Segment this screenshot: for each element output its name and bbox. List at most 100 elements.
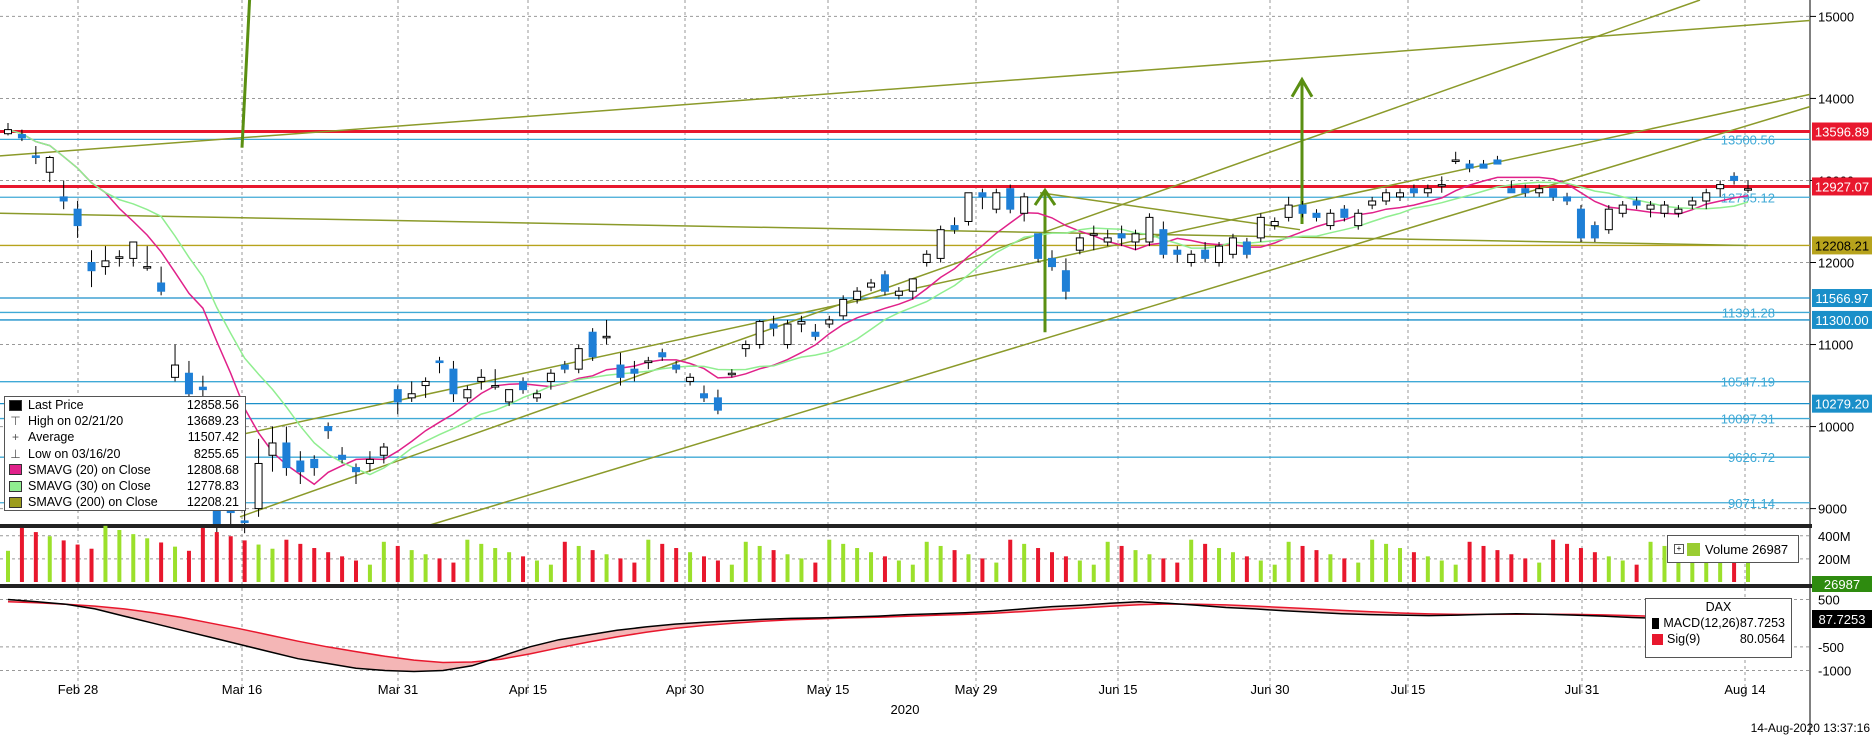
candle bbox=[1228, 237, 1237, 255]
volume-bar bbox=[674, 548, 679, 582]
volume-bar bbox=[1133, 550, 1138, 582]
level-badge bbox=[1812, 177, 1872, 196]
volume-bar bbox=[1328, 554, 1333, 582]
volume-bar bbox=[284, 539, 289, 582]
volume-bar bbox=[548, 564, 553, 582]
volume-bar bbox=[938, 545, 943, 582]
candle bbox=[811, 331, 820, 337]
candle bbox=[143, 266, 152, 269]
volume-bar bbox=[242, 540, 247, 582]
volume-bar bbox=[1300, 545, 1305, 582]
legend-value: 13689.23 bbox=[186, 414, 239, 429]
level-badge-label: 11300.00 bbox=[1815, 313, 1868, 328]
volume-bar bbox=[715, 560, 720, 582]
volume-bar bbox=[1161, 558, 1166, 582]
candle bbox=[1618, 204, 1627, 214]
volume-bar bbox=[145, 538, 150, 582]
volume-bar bbox=[1008, 539, 1013, 582]
y-tick-label: 14000 bbox=[1818, 91, 1854, 106]
macd-value: 87.7253 bbox=[1739, 616, 1785, 630]
volume-bar bbox=[1718, 562, 1723, 582]
level-badge-label: 10279.20 bbox=[1815, 397, 1869, 412]
volume-bar bbox=[1606, 556, 1611, 582]
volume-bar bbox=[660, 543, 665, 582]
candle bbox=[1507, 188, 1516, 194]
candle bbox=[505, 389, 514, 403]
legend-value: 11507.42 bbox=[187, 430, 239, 445]
volume-bar bbox=[451, 562, 456, 582]
macd-tick-label: -500 bbox=[1818, 640, 1844, 655]
volume-bar bbox=[1425, 556, 1430, 582]
candle bbox=[644, 360, 653, 364]
macd-tick-label: -1000 bbox=[1818, 664, 1851, 679]
candle bbox=[407, 393, 416, 399]
volume-bar bbox=[952, 550, 957, 582]
volume-bar bbox=[326, 552, 331, 582]
candle bbox=[1061, 270, 1070, 292]
trendline bbox=[0, 19, 1811, 157]
legend-label: High on 02/21/20 bbox=[28, 414, 124, 429]
candle bbox=[129, 241, 138, 259]
avg-marker-icon: + bbox=[11, 430, 19, 445]
level-label: 13500.56 bbox=[1721, 132, 1775, 147]
level-label: 9071.14 bbox=[1728, 496, 1775, 511]
volume-bar bbox=[354, 560, 358, 582]
volume-bar bbox=[1384, 543, 1389, 582]
candle bbox=[421, 380, 430, 387]
y-tick-label: 9000 bbox=[1818, 502, 1847, 517]
candle bbox=[59, 196, 68, 202]
candle bbox=[908, 278, 917, 292]
legend-label: Last Price bbox=[28, 398, 84, 412]
candle bbox=[1089, 233, 1098, 236]
volume-bar bbox=[1189, 539, 1194, 582]
candle bbox=[115, 256, 124, 259]
volume-bar bbox=[312, 548, 317, 582]
collapse-box[interactable]: + bbox=[1674, 544, 1684, 554]
candle bbox=[1131, 233, 1140, 243]
candle bbox=[1535, 188, 1544, 194]
volume-bar bbox=[214, 532, 219, 582]
volume-bar bbox=[1690, 554, 1695, 582]
candle bbox=[880, 274, 889, 292]
candle bbox=[741, 344, 750, 350]
volume-bar bbox=[1620, 560, 1625, 582]
candle bbox=[532, 393, 541, 399]
volume-bar bbox=[1481, 545, 1486, 582]
candle bbox=[1521, 188, 1530, 194]
volume-bar bbox=[395, 545, 400, 582]
x-tick-label: May 15 bbox=[807, 682, 850, 697]
volume-bar bbox=[423, 554, 428, 582]
candle bbox=[1201, 249, 1210, 259]
candle bbox=[964, 192, 973, 222]
low-marker-icon: ⊥ bbox=[10, 446, 21, 461]
volume-bar bbox=[1217, 548, 1222, 582]
volume-bar bbox=[1537, 562, 1542, 582]
volume-bar bbox=[785, 554, 790, 582]
candle bbox=[324, 426, 333, 432]
volume-bar bbox=[1091, 564, 1096, 582]
volume-bar bbox=[1523, 558, 1528, 582]
candle bbox=[867, 282, 876, 288]
macd-line bbox=[7, 598, 1749, 673]
volume-bar bbox=[61, 540, 66, 582]
candle bbox=[17, 134, 26, 139]
candle bbox=[254, 462, 263, 510]
volume-bar bbox=[743, 541, 748, 582]
candle bbox=[936, 229, 945, 259]
candle bbox=[435, 360, 444, 364]
trendline bbox=[429, 105, 1811, 526]
volume-bar bbox=[340, 556, 345, 582]
volume-bar bbox=[521, 556, 526, 582]
candle bbox=[686, 376, 695, 382]
volume-bar bbox=[924, 541, 929, 582]
volume-bar bbox=[1063, 556, 1068, 582]
macd-title: DAX bbox=[1705, 600, 1732, 614]
volume-bar bbox=[1203, 543, 1208, 582]
trendline bbox=[0, 212, 1749, 247]
candle bbox=[519, 380, 528, 391]
x-tick-label: Mar 16 bbox=[222, 682, 262, 697]
candle bbox=[769, 323, 778, 329]
volume-bar bbox=[1147, 554, 1152, 582]
candle bbox=[1048, 257, 1056, 268]
